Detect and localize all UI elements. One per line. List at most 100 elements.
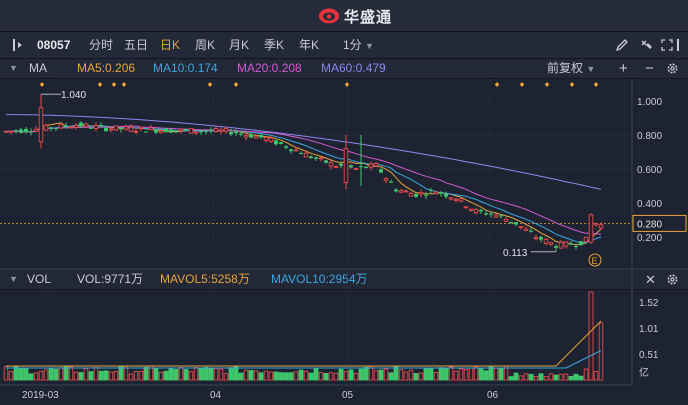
volume-bar — [33, 372, 39, 381]
volume-bar — [28, 373, 34, 381]
volume-bar — [298, 369, 304, 381]
expand-icon[interactable] — [660, 38, 674, 52]
candle-body — [574, 245, 578, 247]
ma5-line — [6, 122, 602, 246]
tab-five-day[interactable]: 五日 — [124, 38, 149, 52]
tab-yearly-k[interactable]: 年K — [299, 38, 320, 52]
volume-bar — [443, 367, 449, 381]
volume-bar — [488, 366, 494, 381]
dividend-marker-icon — [519, 82, 525, 87]
low-annotation-label: 0.113 — [503, 248, 528, 259]
candle-body — [218, 129, 224, 132]
candle-body — [569, 243, 573, 245]
ma-collapse-icon[interactable]: ▼ — [9, 63, 18, 73]
adjust-select[interactable]: 前复权 ▼ — [547, 59, 595, 78]
eraser-icon[interactable] — [640, 38, 654, 52]
price-tick-label: 1.000 — [637, 97, 662, 108]
vol-indicator-bar: ▼ VOL VOL:9771万 MAVOL5:5258万 MAVOL10:295… — [0, 270, 688, 290]
volume-bar — [133, 371, 139, 381]
volume-bar — [208, 367, 214, 381]
tab-weekly-k[interactable]: 周K — [195, 38, 216, 52]
volume-bar — [48, 367, 54, 381]
volume-bar — [493, 367, 499, 381]
candle-body — [349, 165, 353, 168]
volume-bar — [63, 365, 69, 381]
candle-body — [328, 162, 334, 167]
volume-bar — [308, 372, 314, 381]
volume-bar — [338, 368, 344, 381]
volume-bar — [558, 373, 564, 381]
volume-bar — [173, 369, 179, 381]
candle-body — [509, 221, 513, 223]
candle-body — [588, 214, 594, 243]
candle-body — [268, 137, 274, 142]
mavol10-line — [6, 350, 602, 369]
minimize-icon[interactable]: − — [645, 60, 654, 77]
candle-body — [499, 215, 503, 217]
volume-bar — [408, 369, 414, 381]
candle-body — [554, 246, 558, 248]
volume-bar — [213, 368, 219, 381]
tab-daily-k[interactable]: 日K — [160, 38, 181, 52]
draw-pencil-icon[interactable] — [615, 38, 629, 52]
volume-bar — [378, 369, 384, 381]
volume-bar — [103, 370, 109, 381]
ma-indicator-name[interactable]: MA — [29, 61, 47, 75]
candle-body — [453, 198, 459, 201]
candle-body — [33, 128, 39, 132]
volume-bar — [428, 368, 434, 381]
candle-body — [243, 134, 249, 138]
volume-bar — [543, 376, 549, 381]
price-tick-label: 0.600 — [637, 165, 662, 176]
volume-bar — [13, 366, 19, 381]
volume-bar — [498, 367, 504, 381]
candle-body — [314, 157, 318, 159]
candle-body — [119, 128, 123, 130]
minute-select[interactable]: 1分 ▼ — [343, 32, 374, 58]
vol-settings-gear-icon[interactable] — [666, 273, 679, 286]
volume-bar — [383, 368, 389, 381]
settings-gear-icon[interactable] — [666, 62, 679, 75]
tab-intraday[interactable]: 分时 — [89, 38, 114, 52]
volume-bar — [168, 367, 174, 381]
vol-indicator-name[interactable]: VOL — [27, 272, 52, 286]
time-tick-label: 04 — [210, 390, 222, 401]
volume-bar — [548, 373, 554, 381]
vol-collapse-icon[interactable]: ▼ — [9, 274, 18, 284]
ma60-line — [6, 114, 602, 190]
candle-body — [64, 125, 68, 127]
stock-code: 08057 — [37, 38, 71, 52]
volume-bar — [108, 371, 114, 381]
panel-toggle-icon[interactable] — [676, 38, 686, 52]
volume-bar — [343, 370, 349, 381]
volume-bar — [228, 367, 234, 381]
candle-body — [204, 130, 208, 132]
candle-body — [154, 129, 158, 133]
candle-body — [424, 194, 428, 196]
add-indicator-icon[interactable]: + — [619, 60, 628, 77]
volume-bar — [23, 367, 29, 381]
candle-body — [364, 166, 368, 168]
volume-bar — [3, 365, 9, 381]
volume-bar — [138, 371, 144, 381]
volume-bar — [98, 370, 104, 381]
volume-bar — [483, 370, 489, 381]
candle-body — [138, 126, 144, 129]
candle-body — [274, 140, 278, 145]
candle-body — [223, 128, 229, 132]
volume-bar — [573, 373, 579, 381]
volume-bar — [178, 367, 184, 381]
sidebar-toggle-icon[interactable] — [12, 38, 26, 52]
volume-bar — [538, 373, 544, 381]
candle-body — [489, 213, 493, 215]
candle-body — [113, 125, 119, 131]
close-icon[interactable]: ✕ — [645, 272, 656, 287]
tab-monthly-k[interactable]: 月K — [229, 38, 250, 52]
tab-quarterly-k[interactable]: 季K — [264, 38, 285, 52]
candle-body — [448, 197, 454, 200]
volume-bar — [193, 367, 199, 381]
candle-body — [14, 130, 18, 132]
dividend-marker-icon — [39, 82, 45, 87]
volume-bar — [468, 367, 474, 381]
candle-body — [93, 125, 99, 129]
